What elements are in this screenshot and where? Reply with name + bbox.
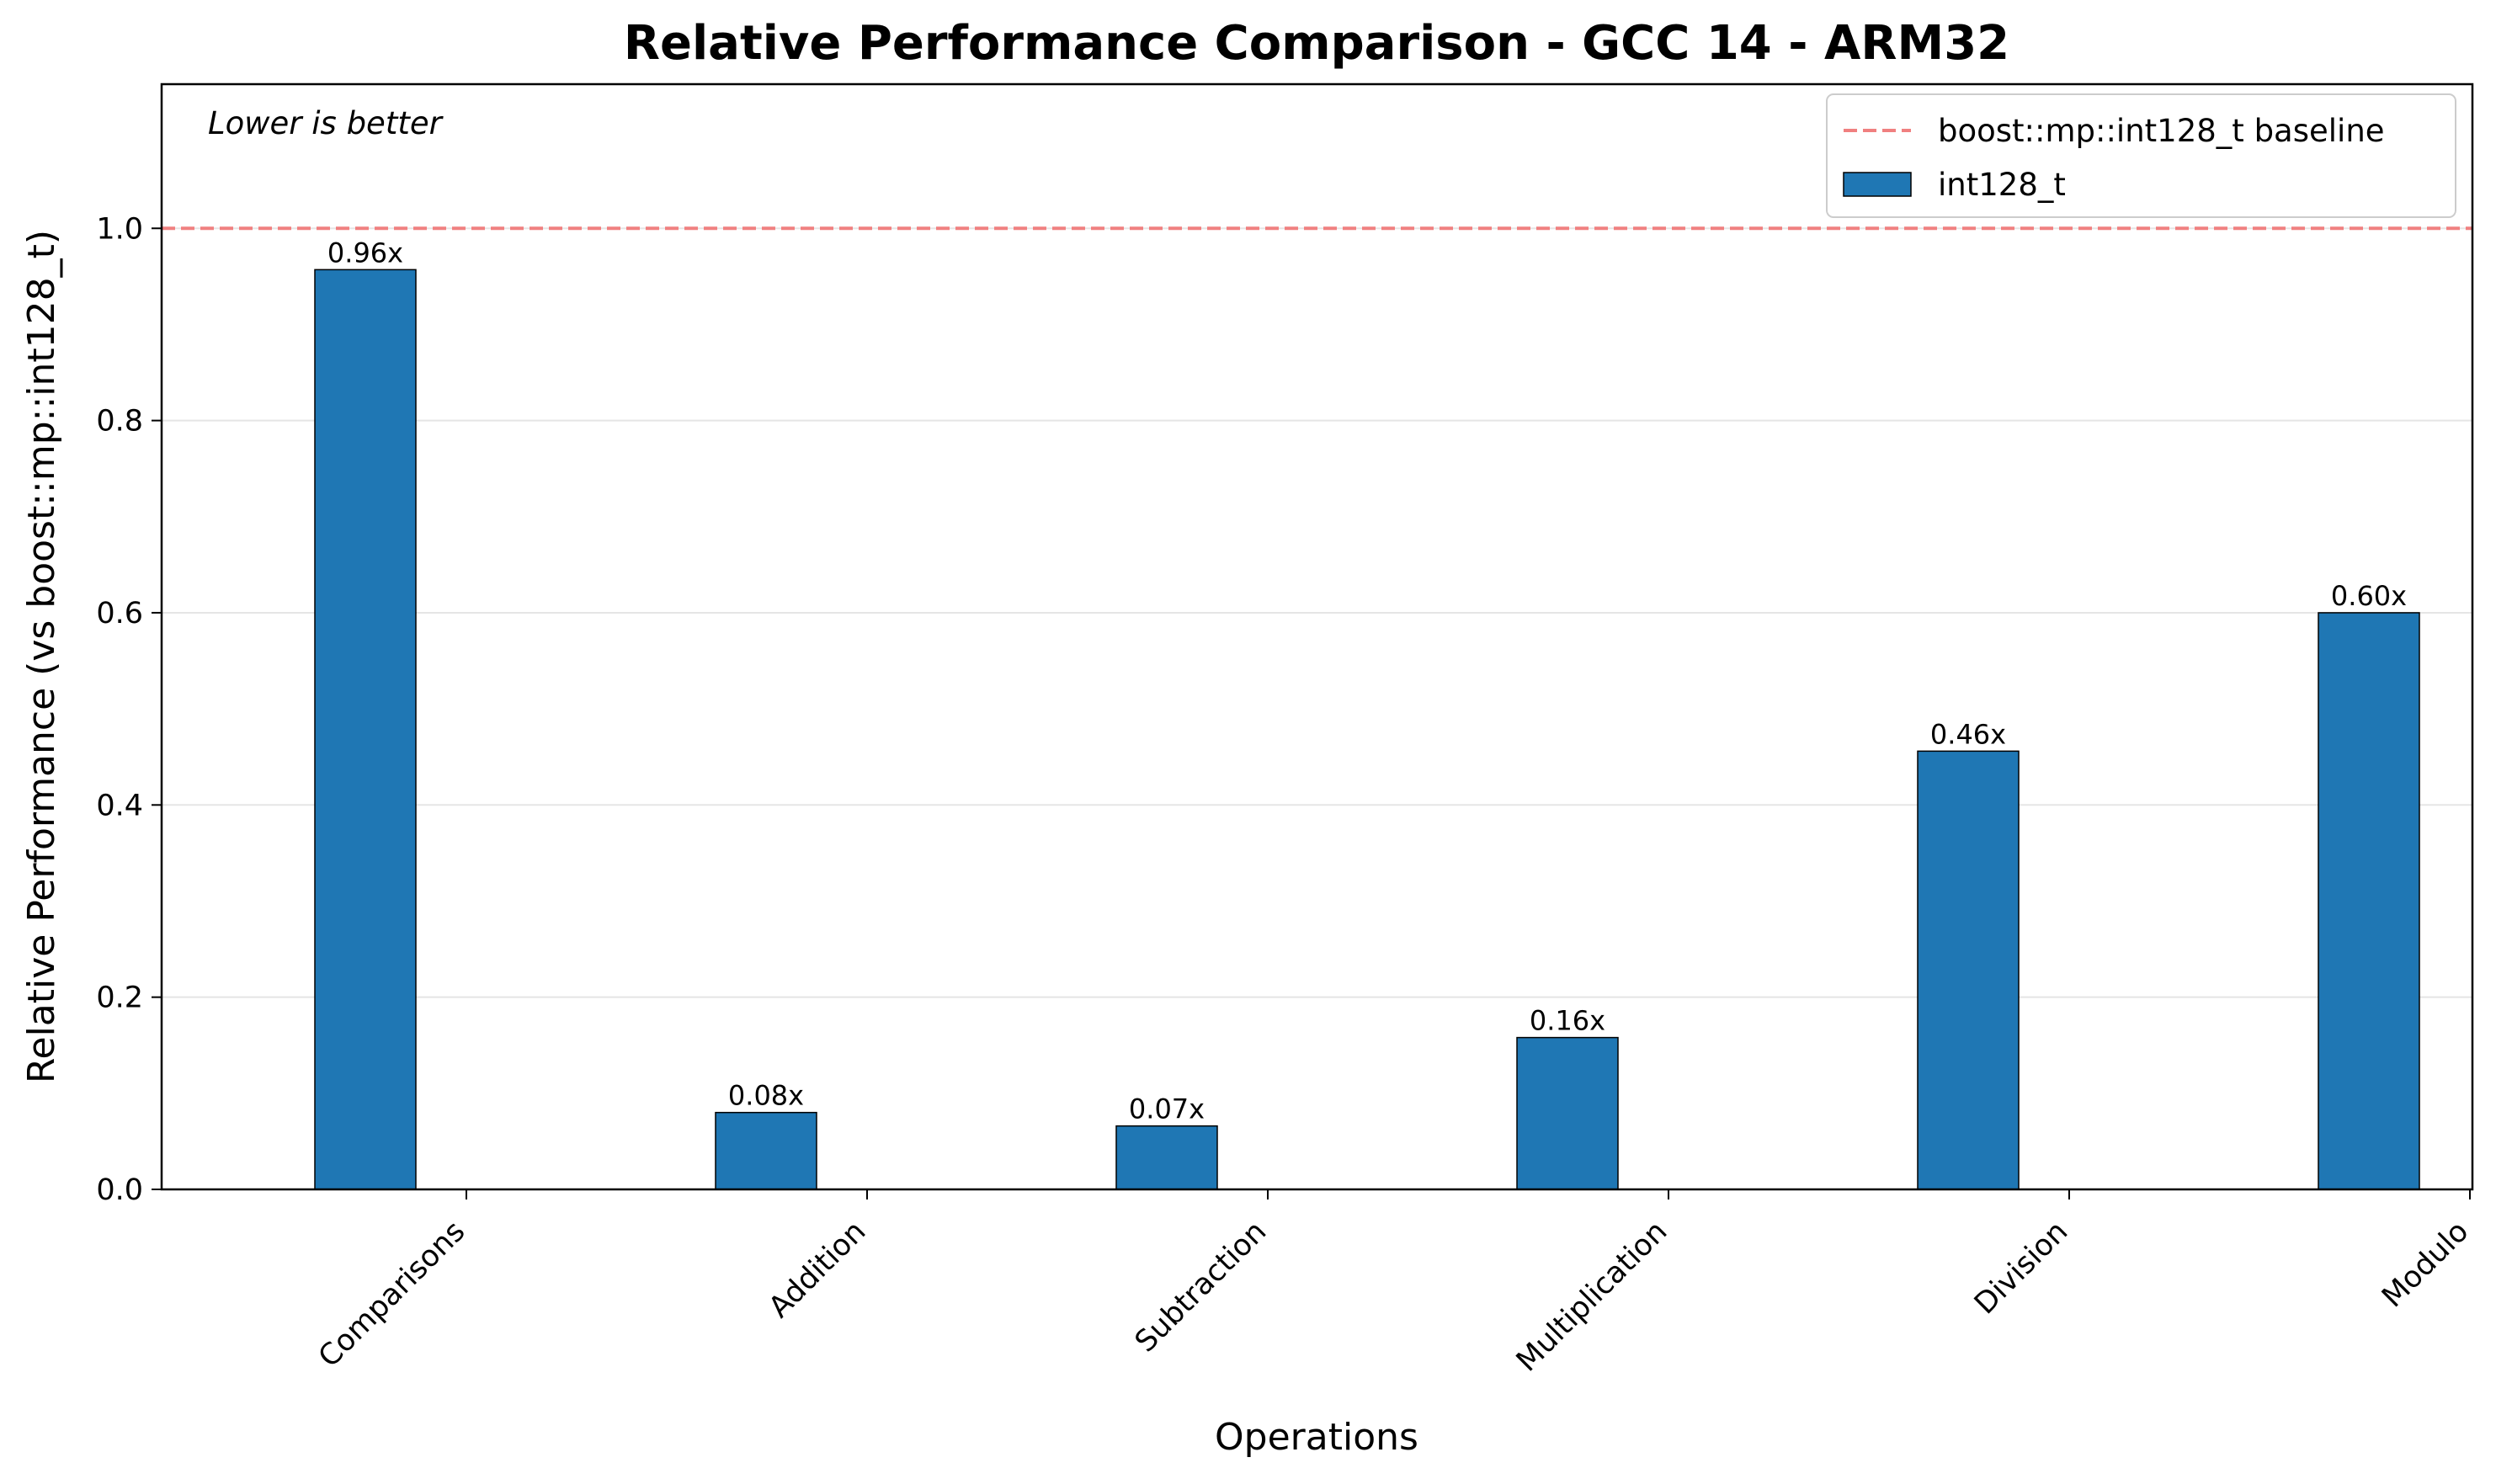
y-tick-label: 0.2 bbox=[96, 981, 143, 1015]
x-axis-label: Operations bbox=[1215, 1416, 1418, 1459]
legend-series-swatch bbox=[1843, 172, 1912, 197]
bar-data-label: 0.08x bbox=[728, 1080, 804, 1112]
x-tick-label: Subtraction bbox=[1129, 1215, 1273, 1359]
grid-layer bbox=[162, 227, 2472, 998]
x-tick-label: Multiplication bbox=[1510, 1215, 1674, 1378]
y-tick-label: 0.8 bbox=[96, 405, 143, 439]
bar bbox=[2318, 612, 2420, 1190]
x-tick-label: Modulo bbox=[2376, 1215, 2475, 1314]
bar-data-label: 0.07x bbox=[1129, 1093, 1205, 1125]
legend: boost::mp::int128_t baseline int128_t bbox=[1826, 93, 2456, 218]
legend-baseline-label: boost::mp::int128_t baseline bbox=[1938, 113, 2385, 149]
axes-layer bbox=[160, 82, 2474, 1191]
bar-data-label: 0.96x bbox=[327, 237, 403, 269]
ticks-layer: 0.0 0.2 0.4 0.6 0.8 1.0 Comparisons Addition Sub… bbox=[96, 212, 2475, 1378]
x-tick-label: Addition bbox=[763, 1215, 872, 1324]
annotation-lower-is-better: Lower is better bbox=[208, 105, 444, 141]
bar bbox=[314, 269, 417, 1190]
legend-box bbox=[1826, 93, 2456, 218]
labels-layer: 0.96x 0.08x 0.07x 0.16x 0.46x 0.60x bbox=[327, 237, 2407, 1125]
plot-frame bbox=[160, 82, 2474, 1191]
bars-layer bbox=[314, 269, 2420, 1190]
bar-data-label: 0.60x bbox=[2331, 580, 2407, 612]
bar-data-label: 0.46x bbox=[1930, 718, 2006, 750]
bar bbox=[1917, 750, 2020, 1190]
legend-series-label: int128_t bbox=[1938, 167, 2066, 203]
y-tick-label: 1.0 bbox=[96, 212, 143, 246]
y-axis-label: Relative Performance (vs boost::mp::int1… bbox=[20, 230, 63, 1083]
y-tick-label: 0.6 bbox=[96, 597, 143, 630]
bar bbox=[1115, 1125, 1218, 1190]
chart-title: Relative Performance Comparison - GCC 14… bbox=[624, 16, 2009, 71]
bar-data-label: 0.16x bbox=[1530, 1005, 1605, 1037]
y-tick-label: 0.4 bbox=[96, 789, 143, 822]
y-tick-label: 0.0 bbox=[96, 1173, 143, 1207]
bar bbox=[715, 1111, 817, 1190]
x-tick-label: Division bbox=[1968, 1215, 2074, 1321]
bar bbox=[1516, 1036, 1619, 1190]
x-tick-label: Comparisons bbox=[312, 1215, 471, 1374]
